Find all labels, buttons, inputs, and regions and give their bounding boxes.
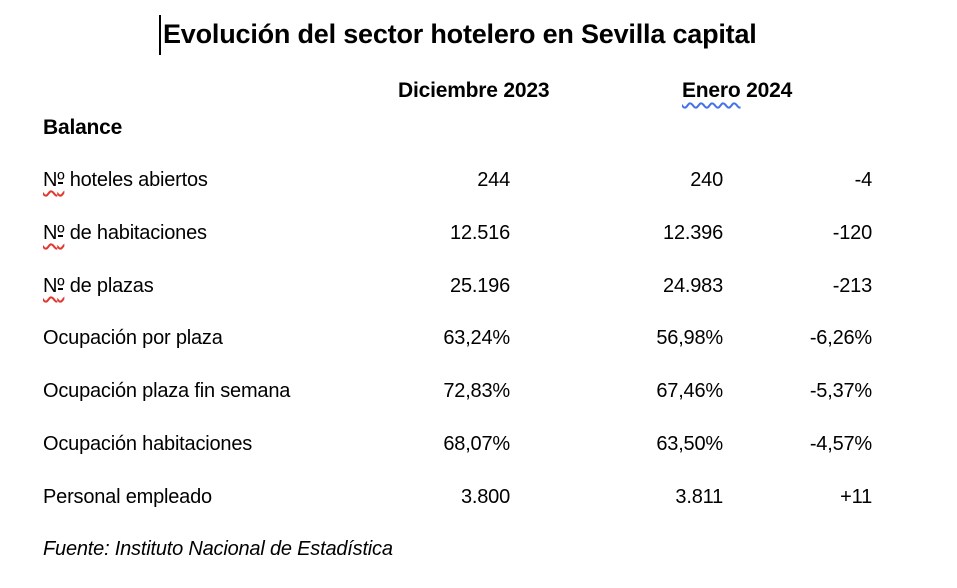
source-note: Fuente: Instituto Nacional de Estadístic… [43,538,393,560]
grammar-squiggle-enero: Enero [682,79,741,102]
cell-diciembre-2023: 12.516 [450,222,510,244]
cell-diciembre-2023: 63,24% [443,327,510,349]
row-label: Nº hoteles abiertos [43,169,208,191]
row-label: Ocupación plaza fin semana [43,380,291,402]
table-row-plazas: Nº de plazas 25.196 24.983 -213 [0,273,957,301]
cell-change: -213 [832,275,872,297]
page-title: Evolución del sector hotelero en Sevilla… [163,19,757,49]
cell-enero-2024: 240 [690,169,723,191]
cell-enero-2024: 12.396 [663,222,723,244]
row-label: Nº de plazas [43,275,154,297]
row-label: Personal empleado [43,486,212,508]
cell-enero-2024: 24.983 [663,275,723,297]
cell-diciembre-2023: 72,83% [443,380,510,402]
section-label-balance: Balance [43,116,123,139]
column-header-enero-year: 2024 [740,79,793,102]
cell-diciembre-2023: 68,07% [443,433,510,455]
cell-enero-2024: 67,46% [656,380,723,402]
row-label: Ocupación habitaciones [43,433,253,455]
cell-change: -120 [832,222,872,244]
ordinal-indicator: º [57,169,65,191]
text-cursor-caret [159,15,161,55]
cell-diciembre-2023: 3.800 [460,486,510,508]
ordinal-indicator: º [57,222,65,244]
cell-change: -6,26% [809,327,872,349]
spellcheck-squiggle-no: Nº [43,222,65,244]
spellcheck-squiggle-no: Nº [43,275,65,297]
table-row-ocupacion-fin-semana: Ocupación plaza fin semana 72,83% 67,46%… [0,378,957,406]
cell-diciembre-2023: 25.196 [450,275,510,297]
ordinal-indicator: º [57,275,65,297]
table-row-ocupacion-habitaciones: Ocupación habitaciones 68,07% 63,50% -4,… [0,431,957,459]
table-row-hoteles-abiertos: Nº hoteles abiertos 244 240 -4 [0,167,957,195]
column-header-diciembre-2023: Diciembre 2023 [398,79,550,102]
row-label: Nº de habitaciones [43,222,207,244]
cell-change: -4 [854,169,873,191]
cell-change: -4,57% [809,433,872,455]
spellcheck-squiggle-no: Nº [43,169,65,191]
table-row-habitaciones: Nº de habitaciones 12.516 12.396 -120 [0,220,957,248]
table-row-ocupacion-por-plaza: Ocupación por plaza 63,24% 56,98% -6,26% [0,325,957,353]
table-row-personal-empleado: Personal empleado 3.800 3.811 +11 [0,484,957,512]
cell-enero-2024: 3.811 [675,486,723,508]
cell-change: -5,37% [809,380,872,402]
cell-diciembre-2023: 244 [477,169,510,191]
cell-enero-2024: 56,98% [656,327,723,349]
cell-enero-2024: 63,50% [656,433,723,455]
row-label: Ocupación por plaza [43,327,223,349]
cell-change: +11 [840,486,872,508]
column-header-enero-2024: Enero 2024 [682,79,792,103]
